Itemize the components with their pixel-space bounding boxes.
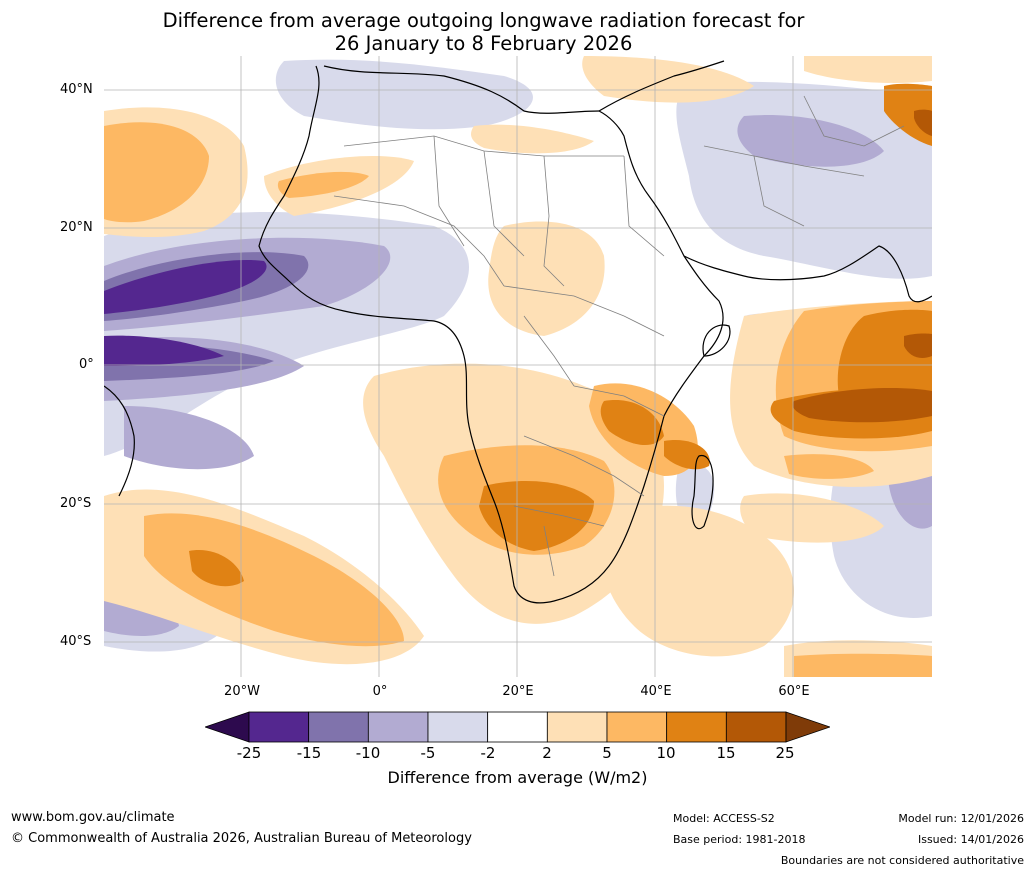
colorbar-tick: 25 [775,744,795,762]
map-title-line2: 26 January to 8 February 2026 [334,32,633,55]
colorbar-cells [248,711,787,743]
colorbar-tick: 5 [602,744,612,762]
colorbar-cell [666,711,727,743]
footer-model: Model: ACCESS-S2 [673,812,775,825]
colorbar-tick: 2 [542,744,552,762]
colorbar-label-wrap: Difference from average (W/m2) [0,768,1035,787]
colorbar-tick: -15 [296,744,322,762]
country-boundaries [333,95,905,577]
lon-label-0: 0° [372,684,388,699]
lat-label-20s: 20°S [60,496,92,511]
colorbar-tick: -2 [480,744,496,762]
lon-label-40e: 40°E [640,684,672,699]
lat-label-40n: 40°N [60,82,93,97]
map-title: Difference from average outgoing longwav… [0,9,1027,55]
footer-boundaries-note: Boundaries are not considered authoritat… [780,854,1024,867]
footer-model-run: Model run: 12/01/2026 [898,812,1024,825]
colorbar-cell [367,711,429,743]
footer-url[interactable]: www.bom.gov.au/climate [11,810,175,825]
olr-anomaly-map [104,56,932,677]
colorbar-cell [248,711,310,743]
colorbar-tick: -25 [236,744,262,762]
colorbar-tick: -10 [355,744,381,762]
colorbar-tick: -5 [420,744,436,762]
map-gridlines [104,56,932,677]
colorbar-extend-high [785,711,830,743]
anomaly-very-strong-positive [792,109,932,423]
anomaly-very-strong-negative [104,260,267,366]
footer-issued: Issued: 14/01/2026 [917,833,1024,846]
colorbar-extend-low [205,711,250,743]
lat-label-equator: 0° [79,357,94,372]
lon-label-20w: 20°W [224,684,260,699]
colorbar-cell [725,711,787,743]
coastlines [104,60,932,604]
colorbar-label: Difference from average (W/m2) [387,768,648,787]
colorbar-tick: 10 [656,744,676,762]
colorbar-tick: 15 [716,744,736,762]
colorbar-cell [606,711,668,743]
lat-label-20n: 20°N [60,220,93,235]
colorbar-cell [487,711,548,743]
footer-base-period: Base period: 1981-2018 [673,833,806,846]
map-title-line1: Difference from average outgoing longwav… [162,9,805,32]
lat-label-40s: 40°S [60,634,92,649]
lon-label-20e: 20°E [502,684,534,699]
footer-copyright: © Commonwealth of Australia 2026, Austra… [11,831,472,846]
colorbar-cell [546,711,608,743]
colorbar-cell [427,711,489,743]
lon-label-60e: 60°E [778,684,810,699]
colorbar [205,711,830,743]
colorbar-cell [308,711,369,743]
